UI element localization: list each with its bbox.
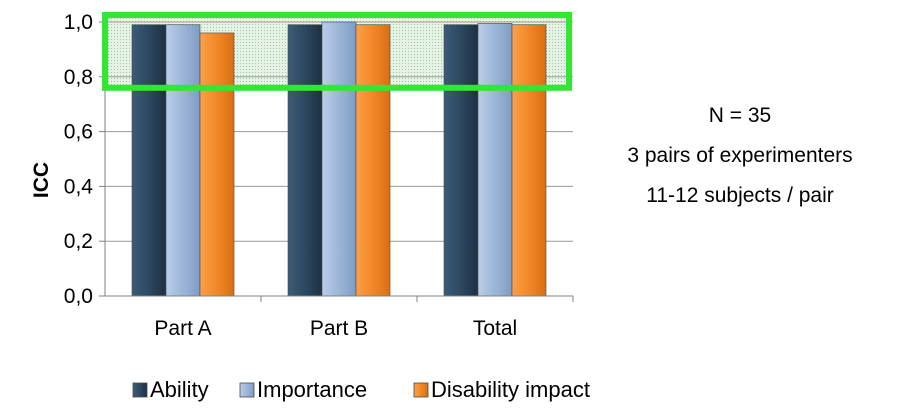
annotation-pairs: 3 pairs of experimenters bbox=[627, 144, 853, 167]
bar-disability-impact bbox=[355, 24, 391, 297]
highlight-frame-layer bbox=[102, 12, 572, 91]
annotation-sample-size: N = 35 bbox=[708, 104, 772, 127]
legend-swatch-ability bbox=[132, 382, 148, 398]
x-category-label: Part B bbox=[310, 317, 368, 340]
y-axis-label: ICC bbox=[30, 162, 53, 198]
y-tick-label: 0,6 bbox=[64, 121, 93, 144]
bar-disability-impact bbox=[511, 24, 547, 297]
y-tick-labels: 0,0 0,2 0,4 0,6 0,8 1,0 bbox=[64, 11, 94, 308]
bar-disability-impact bbox=[199, 32, 235, 297]
legend-label-disability-impact: Disability impact bbox=[431, 377, 590, 402]
bar-importance bbox=[477, 23, 513, 297]
y-tick-label: 0,4 bbox=[64, 175, 94, 198]
x-category-labels: Part A Part B Total bbox=[154, 317, 517, 340]
bar-importance bbox=[321, 21, 357, 297]
legend-label-ability: Ability bbox=[150, 377, 209, 402]
highlight-band-frame bbox=[102, 12, 572, 91]
y-tick-label: 0,8 bbox=[64, 66, 93, 89]
legend-label-importance: Importance bbox=[257, 377, 367, 402]
bar-importance bbox=[165, 24, 201, 297]
y-tick-label: 1,0 bbox=[64, 11, 93, 34]
annotation-subjects: 11-12 subjects / pair bbox=[646, 184, 834, 207]
x-category-label: Part A bbox=[154, 317, 211, 340]
legend-swatch-disability-impact bbox=[413, 382, 429, 398]
legend: Ability Importance Disability impact bbox=[132, 377, 590, 402]
x-category-label: Total bbox=[473, 317, 517, 340]
legend-swatch-importance bbox=[239, 382, 255, 398]
y-tick-label: 0,2 bbox=[64, 230, 93, 253]
y-tick-label: 0,0 bbox=[64, 285, 93, 308]
bars bbox=[131, 21, 547, 297]
bar-ability bbox=[287, 24, 323, 297]
bar-ability bbox=[131, 24, 167, 297]
bar-ability bbox=[443, 24, 479, 297]
